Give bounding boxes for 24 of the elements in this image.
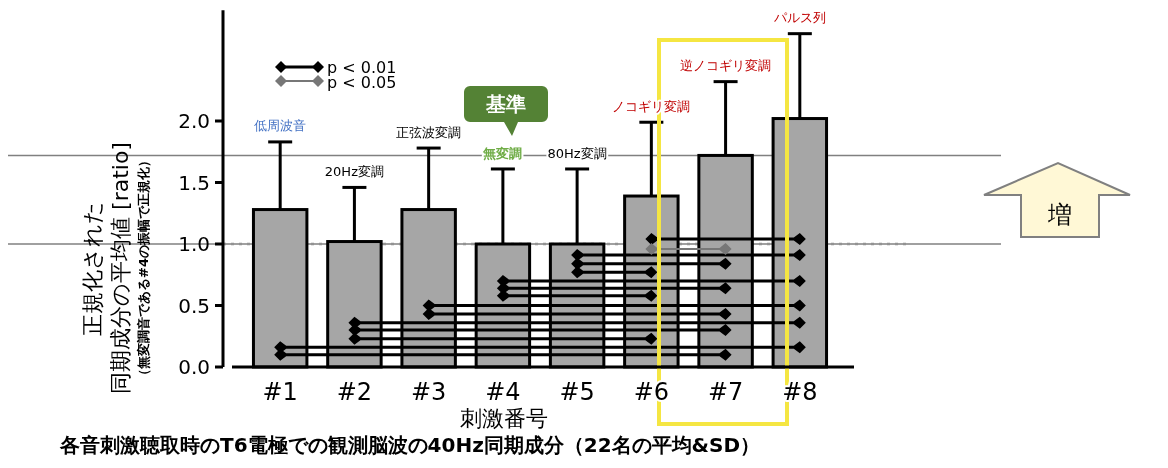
text: 増 bbox=[1047, 201, 1072, 230]
x-tick-label: #4 bbox=[485, 378, 521, 406]
x-tick-label: #7 bbox=[707, 378, 744, 406]
text: （無変調音である#4の振幅で正規化） bbox=[136, 154, 151, 382]
annotation: 80Hz変調 bbox=[547, 145, 607, 161]
annotation: 低周波音 bbox=[254, 118, 307, 134]
annotation: 20Hz変調 bbox=[324, 163, 384, 179]
annotation: 逆ノコギリ変調 bbox=[680, 58, 772, 74]
x-tick-label: #2 bbox=[336, 378, 373, 406]
y-tick-label: 1.5 bbox=[178, 170, 210, 195]
annotation: 基準 bbox=[485, 92, 526, 116]
y-tick-label: 0.0 bbox=[178, 355, 210, 379]
text: 各音刺激聴取時のT6電極での観測脳波の40Hz同期成分（22名の平均&SD） bbox=[59, 433, 761, 457]
text: 同期成分の平均値 [ratio] bbox=[108, 142, 133, 394]
annotation: パルス列 bbox=[772, 10, 826, 26]
x-tick-label: #1 bbox=[262, 378, 298, 406]
x-tick-label: #3 bbox=[410, 378, 447, 406]
y-axis-title: 正規化された bbox=[80, 200, 105, 336]
x-axis-title: 刺激番号 bbox=[460, 406, 548, 431]
y-tick-label: 1.0 bbox=[178, 232, 210, 256]
x-tick-label: #5 bbox=[559, 378, 595, 406]
y-tick-label: 2.0 bbox=[178, 109, 210, 133]
y-tick-label: 0.5 bbox=[178, 293, 210, 318]
annotation: 正弦波変調 bbox=[396, 124, 462, 140]
